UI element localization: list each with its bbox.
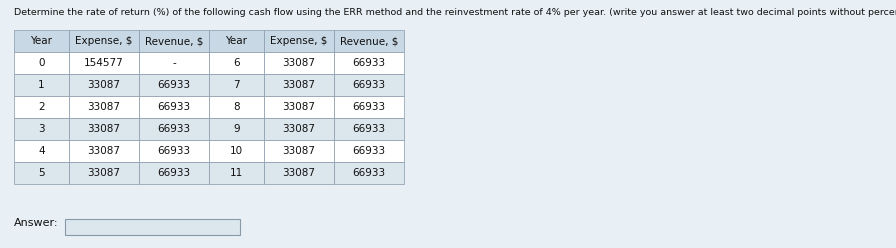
Bar [334,118,404,140]
Bar [69,52,139,74]
Bar [69,118,139,140]
Bar [209,96,264,118]
Text: 66933: 66933 [352,58,385,68]
Text: 33087: 33087 [282,168,315,178]
Bar [69,96,139,118]
Bar [334,74,404,96]
Text: 5: 5 [39,168,45,178]
Bar [209,52,264,74]
Text: 33087: 33087 [282,58,315,68]
Text: 66933: 66933 [158,124,191,134]
Bar [264,118,334,140]
Bar [14,140,69,162]
Text: 8: 8 [233,102,240,112]
Text: Revenue, $: Revenue, $ [145,36,203,46]
Bar [334,140,404,162]
Text: 3: 3 [39,124,45,134]
Text: Revenue, $: Revenue, $ [340,36,398,46]
Text: 6: 6 [233,58,240,68]
Bar [14,74,69,96]
Text: 7: 7 [233,80,240,90]
Text: 0: 0 [39,58,45,68]
Bar [264,52,334,74]
Text: 33087: 33087 [282,80,315,90]
Bar [69,162,139,184]
Bar [264,140,334,162]
Bar [264,96,334,118]
Bar [139,140,209,162]
Bar [69,30,139,52]
Bar [209,118,264,140]
Text: 4: 4 [39,146,45,156]
Text: 33087: 33087 [88,80,120,90]
Text: Year: Year [226,36,247,46]
Text: 66933: 66933 [158,146,191,156]
Bar [264,162,334,184]
Text: 33087: 33087 [282,124,315,134]
Text: 154577: 154577 [84,58,124,68]
Text: Determine the rate of return (%) of the following cash flow using the ERR method: Determine the rate of return (%) of the … [14,8,896,17]
Bar [264,74,334,96]
Bar [334,162,404,184]
Text: 1: 1 [39,80,45,90]
Bar [65,219,240,235]
Text: 33087: 33087 [88,168,120,178]
Text: Expense, $: Expense, $ [75,36,133,46]
Bar [14,118,69,140]
Text: Answer:: Answer: [14,218,58,228]
Text: 33087: 33087 [88,146,120,156]
Text: 66933: 66933 [352,102,385,112]
Text: 66933: 66933 [352,168,385,178]
Bar [69,140,139,162]
Bar [14,96,69,118]
Bar [264,30,334,52]
Text: Year: Year [30,36,53,46]
Text: 10: 10 [230,146,243,156]
Text: 11: 11 [230,168,243,178]
Bar [139,30,209,52]
Bar [334,52,404,74]
Text: -: - [172,58,176,68]
Bar [14,30,69,52]
Text: 9: 9 [233,124,240,134]
Bar [139,96,209,118]
Bar [209,162,264,184]
Bar [209,74,264,96]
Text: 33087: 33087 [282,102,315,112]
Bar [14,52,69,74]
Text: 66933: 66933 [352,80,385,90]
Text: 2: 2 [39,102,45,112]
Bar [139,52,209,74]
Bar [209,30,264,52]
Bar [69,74,139,96]
Text: 66933: 66933 [158,80,191,90]
Text: 66933: 66933 [352,124,385,134]
Text: 33087: 33087 [282,146,315,156]
Bar [139,74,209,96]
Text: 33087: 33087 [88,102,120,112]
Text: 66933: 66933 [158,168,191,178]
Bar [139,118,209,140]
Bar [139,162,209,184]
Text: 33087: 33087 [88,124,120,134]
Text: 66933: 66933 [158,102,191,112]
Text: Expense, $: Expense, $ [271,36,328,46]
Bar [209,140,264,162]
Bar [334,30,404,52]
Text: 66933: 66933 [352,146,385,156]
Bar [334,96,404,118]
Bar [14,162,69,184]
